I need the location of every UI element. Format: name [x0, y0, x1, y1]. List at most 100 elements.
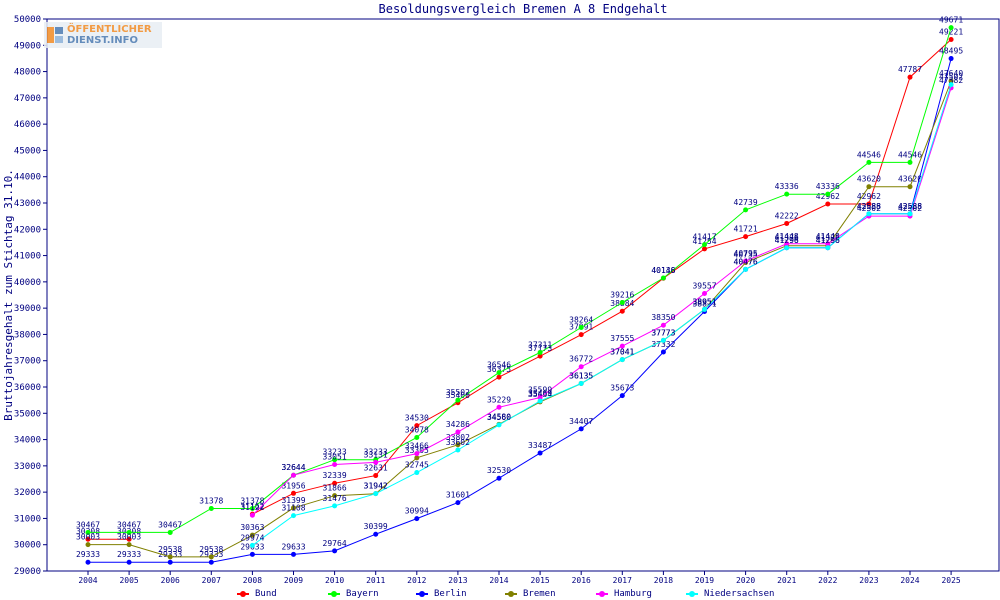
- x-tick-label: 2009: [284, 576, 303, 585]
- data-label: 41296: [816, 236, 840, 245]
- data-label: 29974: [240, 533, 264, 542]
- data-point: [537, 450, 543, 456]
- data-label: 40146: [651, 266, 675, 275]
- y-axis-ticks: 29000 30000 31000 32000 33000 34000 35000 36000…: [14, 15, 47, 577]
- series-line: [252, 84, 952, 546]
- x-tick-label: 2023: [859, 576, 878, 585]
- data-point: [660, 349, 666, 355]
- data-point: [85, 559, 91, 565]
- data-point: [907, 211, 913, 217]
- data-point: [85, 536, 91, 542]
- x-tick-label: 2010: [325, 576, 344, 585]
- data-label: 33802: [446, 433, 470, 442]
- legend-item-bremen: Bremen: [505, 588, 556, 600]
- data-point: [784, 191, 790, 197]
- data-label: 43620: [857, 175, 881, 184]
- data-point: [825, 245, 831, 251]
- x-tick-label: 2020: [736, 576, 755, 585]
- data-point: [291, 551, 296, 557]
- data-point: [948, 78, 954, 84]
- data-point: [167, 529, 173, 535]
- data-label: 40795: [734, 249, 758, 258]
- data-label: 36772: [569, 355, 593, 364]
- data-point: [126, 536, 132, 542]
- data-point: [702, 246, 707, 252]
- data-label: 41448: [816, 232, 840, 241]
- data-label: 41448: [775, 232, 799, 241]
- chart-title: Besoldungsvergleich Bremen A 8 Endgehalt: [379, 2, 668, 16]
- x-tick-label: 2017: [613, 576, 632, 585]
- data-point: [743, 266, 749, 272]
- y-tick-label: 31000: [14, 514, 41, 524]
- data-point: [208, 554, 214, 560]
- data-label: 38951: [692, 297, 716, 306]
- data-label: 49221: [939, 27, 963, 36]
- data-point: [85, 529, 91, 535]
- data-point: [291, 513, 296, 519]
- legend-item-hamburg: Hamburg: [596, 588, 652, 600]
- data-point: [578, 426, 584, 432]
- data-label: 44546: [898, 150, 922, 159]
- data-point: [496, 370, 502, 376]
- data-label: 30467: [76, 520, 100, 529]
- series-layer: 3020830208311623195632339326313453035400…: [76, 16, 963, 565]
- data-label: 34560: [487, 413, 511, 422]
- data-point: [948, 25, 954, 31]
- data-label: 37332: [651, 340, 675, 349]
- data-point: [537, 395, 543, 401]
- data-label: 38264: [569, 315, 593, 324]
- y-tick-label: 35000: [14, 409, 41, 419]
- data-point: [373, 459, 379, 465]
- legend-label: Berlin: [434, 589, 467, 599]
- legend-label: Niedersachsen: [704, 589, 775, 599]
- series-line: [252, 87, 952, 516]
- data-label: 31866: [323, 484, 347, 493]
- data-point: [208, 505, 214, 511]
- y-axis-label: Bruttojahresgehalt zum Stichtag 31.10.: [2, 169, 15, 421]
- data-label: 35502: [446, 388, 470, 397]
- y-tick-label: 29000: [14, 567, 41, 577]
- x-tick-label: 2004: [78, 576, 97, 585]
- legend-label: Hamburg: [614, 589, 652, 599]
- data-label: 31942: [364, 482, 388, 491]
- data-point: [784, 241, 790, 247]
- data-point: [455, 447, 461, 453]
- data-label: 30003: [117, 533, 141, 542]
- data-label: 32339: [323, 471, 347, 480]
- data-point: [537, 350, 543, 356]
- data-label: 32644: [281, 463, 305, 472]
- data-label: 36135: [569, 371, 593, 380]
- legend-swatch: [596, 591, 608, 597]
- data-point: [291, 472, 296, 478]
- y-tick-label: 46000: [14, 120, 41, 130]
- data-point: [866, 159, 872, 165]
- data-point: [578, 332, 584, 338]
- x-tick-label: 2012: [407, 576, 426, 585]
- data-point: [291, 505, 296, 511]
- data-label: 30467: [117, 520, 141, 529]
- data-point: [743, 258, 749, 264]
- data-label: 47787: [898, 65, 922, 74]
- data-point: [784, 220, 790, 226]
- x-tick-label: 2011: [366, 576, 385, 585]
- series-bremen: 30003 30003 29538 29538 30363 31399 31866 31942…: [76, 69, 963, 560]
- data-point: [825, 191, 831, 197]
- data-point: [414, 435, 420, 441]
- data-label: 29538: [199, 545, 223, 554]
- data-label: 37173: [528, 344, 552, 353]
- y-tick-label: 39000: [14, 304, 41, 314]
- data-label: 37773: [651, 328, 675, 337]
- data-point: [332, 503, 338, 509]
- data-label: 31378: [240, 496, 264, 505]
- y-tick-label: 41000: [14, 252, 41, 262]
- data-label: 42588: [857, 202, 881, 211]
- data-label: 29633: [281, 542, 305, 551]
- data-label: 41376: [816, 234, 840, 243]
- data-point: [496, 374, 502, 380]
- data-point: [619, 343, 625, 349]
- data-point: [660, 322, 666, 328]
- data-point: [948, 36, 954, 42]
- y-tick-label: 34000: [14, 436, 41, 446]
- data-point: [414, 470, 420, 476]
- data-label: 40735: [734, 251, 758, 260]
